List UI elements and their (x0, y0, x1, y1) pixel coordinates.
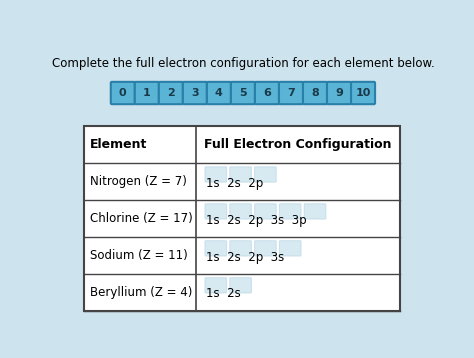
FancyBboxPatch shape (279, 204, 301, 219)
Text: Complete the full electron configuration for each element below.: Complete the full electron configuration… (52, 57, 434, 70)
Bar (84, 126, 400, 311)
FancyBboxPatch shape (304, 204, 326, 219)
FancyBboxPatch shape (205, 167, 227, 182)
FancyBboxPatch shape (303, 82, 327, 104)
FancyBboxPatch shape (327, 82, 351, 104)
FancyBboxPatch shape (279, 241, 301, 256)
FancyBboxPatch shape (230, 277, 251, 293)
FancyBboxPatch shape (183, 82, 207, 104)
Text: 1s  2s  2p  3s  3p: 1s 2s 2p 3s 3p (206, 214, 306, 227)
FancyBboxPatch shape (159, 82, 183, 104)
FancyBboxPatch shape (255, 82, 279, 104)
Text: 1s  2s: 1s 2s (206, 287, 240, 300)
Text: Nitrogen (Z = 7): Nitrogen (Z = 7) (90, 175, 187, 188)
FancyBboxPatch shape (205, 277, 227, 293)
Text: 1: 1 (143, 88, 151, 98)
Text: Element: Element (90, 138, 147, 151)
FancyBboxPatch shape (231, 82, 255, 104)
FancyBboxPatch shape (230, 241, 251, 256)
Text: 1s  2s  2p: 1s 2s 2p (206, 176, 263, 190)
Bar (84, 126, 400, 311)
Text: 4: 4 (215, 88, 223, 98)
Text: 2: 2 (167, 88, 175, 98)
Text: 9: 9 (335, 88, 343, 98)
Text: 5: 5 (239, 88, 247, 98)
FancyBboxPatch shape (255, 167, 276, 182)
Text: 6: 6 (263, 88, 271, 98)
FancyBboxPatch shape (255, 204, 276, 219)
FancyBboxPatch shape (351, 82, 375, 104)
FancyBboxPatch shape (205, 204, 227, 219)
Text: Sodium (Z = 11): Sodium (Z = 11) (90, 249, 188, 262)
Text: Chlorine (Z = 17): Chlorine (Z = 17) (90, 212, 193, 225)
FancyBboxPatch shape (205, 241, 227, 256)
FancyBboxPatch shape (279, 82, 303, 104)
Text: Beryllium (Z = 4): Beryllium (Z = 4) (90, 286, 192, 299)
Text: 3: 3 (191, 88, 199, 98)
Text: 7: 7 (287, 88, 295, 98)
FancyBboxPatch shape (135, 82, 159, 104)
FancyBboxPatch shape (230, 204, 251, 219)
FancyBboxPatch shape (207, 82, 231, 104)
Text: 0: 0 (119, 88, 127, 98)
FancyBboxPatch shape (230, 167, 251, 182)
Text: Full Electron Configuration: Full Electron Configuration (204, 138, 392, 151)
Text: 10: 10 (356, 88, 371, 98)
Text: 1s  2s  2p  3s: 1s 2s 2p 3s (206, 251, 284, 263)
Text: 8: 8 (311, 88, 319, 98)
FancyBboxPatch shape (111, 82, 135, 104)
FancyBboxPatch shape (255, 241, 276, 256)
